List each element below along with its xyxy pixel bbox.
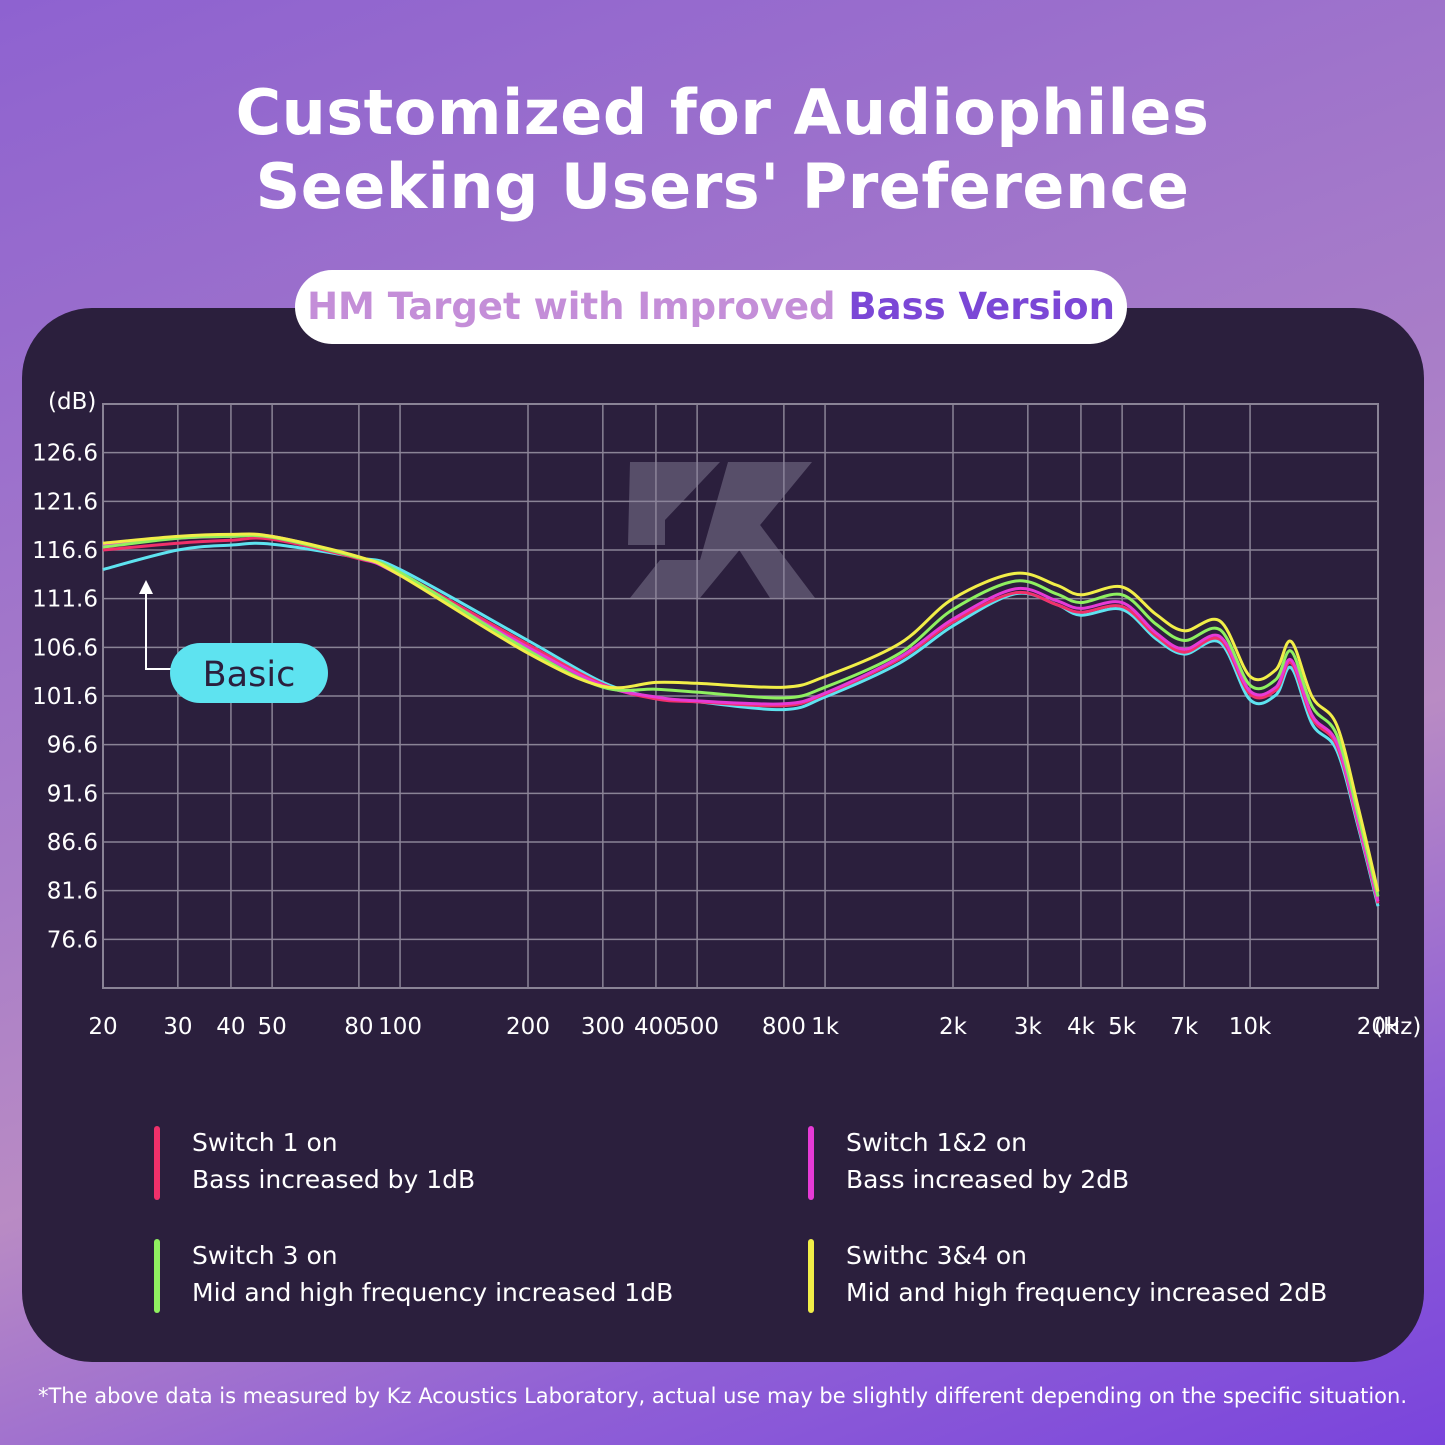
y-tick-label: 91.6: [47, 781, 98, 807]
legend-label: Switch 3 on: [192, 1241, 338, 1270]
legend-item-switch-1-2: Switch 1&2 on Bass increased by 2dB: [808, 1126, 1368, 1206]
x-tick-label: 400: [634, 1014, 678, 1040]
legend-color-bar: [154, 1239, 160, 1313]
x-axis-unit-label: (Hz): [1374, 1014, 1421, 1040]
series-line-basic: [102, 541, 1380, 907]
series-line-switch34: [102, 532, 1380, 892]
x-tick-label: 200: [506, 1014, 550, 1040]
x-tick-label: 40: [216, 1014, 245, 1040]
basic-annotation-arrowhead: [139, 580, 153, 594]
x-tick-label: 7k: [1170, 1014, 1199, 1040]
y-tick-label: 96.6: [47, 733, 98, 759]
legend-description: Bass increased by 1dB: [192, 1165, 476, 1194]
y-tick-label: 76.6: [47, 927, 98, 953]
legend-color-bar: [808, 1126, 814, 1200]
legend-item-switch-3-4: Swithc 3&4 on Mid and high frequency inc…: [808, 1239, 1368, 1319]
legend-item-switch-1: Switch 1 on Bass increased by 1dB: [154, 1126, 714, 1206]
legend-item-switch-3: Switch 3 on Mid and high frequency incre…: [154, 1239, 714, 1319]
x-tick-label: 300: [581, 1014, 625, 1040]
y-axis-unit-label: (dB): [48, 389, 96, 415]
chart-panel: [22, 308, 1424, 1362]
legend-description: Mid and high frequency increased 1dB: [192, 1278, 674, 1307]
chart-series: [102, 532, 1380, 907]
y-axis-ticks: 126.6 121.6 116.6 111.6 106.6 101.6 96.6 91.6 86…: [32, 441, 98, 954]
footnote: *The above data is measured by Kz Acoust…: [37, 1384, 1408, 1408]
x-tick-label: 80: [344, 1014, 373, 1040]
x-tick-label: 1k: [811, 1014, 840, 1040]
chart-subtitle-pill: HM Target with Improved Bass Version: [295, 270, 1127, 344]
basic-label-box: [170, 643, 328, 703]
x-tick-label: 500: [675, 1014, 719, 1040]
x-tick-label: 50: [257, 1014, 286, 1040]
x-tick-label: 2k: [939, 1014, 968, 1040]
subtitle-part-1: HM Target with Improved: [307, 285, 849, 328]
legend-label: Switch 1&2 on: [846, 1128, 1027, 1157]
legend-color-bar: [808, 1239, 814, 1313]
legend-label: Swithc 3&4 on: [846, 1241, 1027, 1270]
y-tick-label: 101.6: [32, 684, 98, 710]
x-tick-label: 800: [762, 1014, 806, 1040]
x-tick-label: 20k: [1357, 1014, 1400, 1040]
legend-color-bar: [154, 1126, 160, 1200]
y-tick-label: 121.6: [32, 489, 98, 515]
x-tick-label: 4k: [1067, 1014, 1096, 1040]
y-tick-label: 86.6: [47, 830, 98, 856]
basic-annotation: Basic: [139, 580, 328, 703]
y-tick-label: 116.6: [32, 538, 98, 564]
kz-logo-watermark: [628, 462, 815, 598]
x-tick-label: 20: [88, 1014, 117, 1040]
x-tick-label: 30: [163, 1014, 192, 1040]
legend-description: Bass increased by 2dB: [846, 1165, 1130, 1194]
page-title: Customized for Audiophiles Seeking Users…: [0, 76, 1445, 224]
legend-label: Switch 1 on: [192, 1128, 338, 1157]
series-line-switch1: [102, 536, 1380, 904]
title-line-1: Customized for Audiophiles: [235, 76, 1210, 149]
x-tick-label: 3k: [1014, 1014, 1043, 1040]
x-tick-label: 100: [378, 1014, 422, 1040]
x-tick-label: 10k: [1229, 1014, 1272, 1040]
y-tick-label: 106.6: [32, 635, 98, 661]
y-tick-label: 126.6: [32, 441, 98, 467]
y-tick-label: 81.6: [47, 879, 98, 905]
subtitle-part-2: Bass Version: [848, 285, 1115, 328]
legend-description: Mid and high frequency increased 2dB: [846, 1278, 1328, 1307]
basic-label: Basic: [203, 655, 296, 695]
y-tick-label: 111.6: [32, 587, 98, 613]
basic-annotation-arrow: [145, 588, 172, 670]
series-line-switch12: [102, 533, 1380, 902]
title-line-2: Seeking Users' Preference: [255, 150, 1190, 223]
x-tick-label: 5k: [1108, 1014, 1137, 1040]
